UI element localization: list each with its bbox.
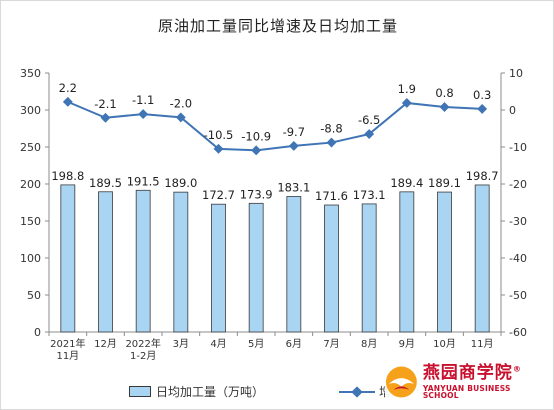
bar — [286, 196, 302, 333]
legend-item-bar: 日均加工量（万吨） — [129, 383, 264, 400]
bar — [135, 189, 151, 333]
right-tick-label: -20 — [509, 178, 527, 191]
bar — [474, 184, 490, 333]
bar-data-label: 173.9 — [240, 187, 273, 201]
bar-data-label: 171.6 — [315, 189, 348, 203]
watermark-name-cn: 燕园商学院® — [422, 362, 522, 383]
left-tick-label: 250 — [20, 141, 41, 154]
line-point — [288, 140, 299, 151]
line-point — [100, 112, 111, 123]
bar — [211, 203, 226, 333]
line-point — [439, 102, 450, 112]
line-data-label: 2.2 — [59, 81, 77, 95]
bar-data-label: 172.7 — [202, 188, 235, 202]
bar-data-label: 191.5 — [127, 174, 160, 188]
bar — [60, 184, 76, 333]
line-data-label: 0.3 — [473, 88, 491, 102]
x-category-label: 8月 — [361, 338, 377, 350]
line-data-label: -10.9 — [241, 129, 271, 143]
x-category-label: 11月 — [56, 350, 79, 362]
left-tick-label: 100 — [20, 252, 41, 265]
bar-data-label: 189.1 — [428, 176, 461, 190]
line-point — [477, 103, 488, 114]
bar-data-label: 198.8 — [51, 169, 84, 183]
bar — [173, 191, 189, 333]
left-tick-label: 200 — [20, 178, 41, 191]
line-data-label: -2.0 — [170, 96, 192, 110]
bar — [324, 204, 339, 333]
legend-bar-label: 日均加工量（万吨） — [156, 385, 265, 399]
right-tick-label: -40 — [509, 252, 527, 265]
right-tick-label: 0 — [509, 104, 516, 117]
line-data-label: -2.1 — [94, 97, 116, 111]
x-category-label: 12月 — [94, 338, 117, 350]
x-category-label: 2021年 — [50, 337, 85, 350]
line-point — [213, 143, 224, 154]
line-data-label: -8.8 — [320, 122, 342, 136]
line-point — [175, 112, 186, 123]
line-data-label: 1.9 — [398, 82, 416, 96]
right-tick-label: -50 — [509, 289, 527, 302]
bar-data-label: 183.1 — [277, 181, 310, 195]
x-category-label: 7月 — [323, 338, 339, 350]
bar — [437, 191, 452, 333]
bar — [361, 203, 377, 333]
line-data-label: -10.5 — [204, 128, 234, 142]
line-point — [251, 145, 262, 156]
x-category-label: 9月 — [399, 338, 415, 350]
x-category-label: 3月 — [173, 338, 189, 350]
growth-rate-line — [67, 100, 483, 152]
bar-data-label: 189.0 — [164, 176, 197, 190]
line-data-label: 0.8 — [435, 86, 453, 100]
right-tick-label: -30 — [509, 215, 527, 228]
chart-title: 原油加工量同比增速及日均加工量 — [157, 17, 398, 35]
bar — [98, 191, 113, 333]
legend-bar-swatch — [129, 386, 151, 397]
left-tick-label: 150 — [20, 215, 41, 228]
left-tick-label: 300 — [20, 104, 41, 117]
line-data-label: -6.5 — [358, 113, 380, 127]
right-tick-label: -10 — [509, 141, 527, 154]
legend-line-marker — [339, 386, 375, 398]
bar-data-label: 173.1 — [353, 188, 386, 202]
x-category-label: 11月 — [471, 338, 494, 350]
x-category-label: 6月 — [286, 338, 302, 350]
school-emblem-icon — [385, 366, 417, 398]
bar — [248, 202, 264, 333]
bar — [399, 191, 415, 333]
left-tick-label: 50 — [27, 289, 41, 302]
line-data-label: -9.7 — [283, 125, 305, 139]
line-data-label: -1.1 — [132, 93, 154, 107]
x-category-label: 1-2月 — [130, 350, 156, 362]
x-category-label: 5月 — [248, 338, 264, 350]
combo-chart: 050100150200250300350-60-50-40-30-20-100… — [20, 67, 527, 362]
line-point — [138, 109, 149, 120]
line-point — [326, 137, 337, 148]
right-tick-label: 10 — [509, 67, 523, 80]
left-tick-label: 350 — [20, 67, 41, 80]
bar-data-label: 189.4 — [390, 176, 423, 190]
x-category-label: 10月 — [433, 338, 456, 350]
x-category-label: 2022年 — [125, 337, 160, 350]
right-tick-label: -60 — [509, 326, 527, 339]
x-category-label: 4月 — [210, 338, 226, 350]
line-point — [62, 96, 73, 107]
line-point — [364, 129, 375, 139]
watermark-name-en: YANYUAN BUSINESS SCHOOL — [422, 383, 511, 400]
watermark-logo: 燕园商学院® YANYUAN BUSINESS SCHOOL — [385, 359, 545, 405]
bar-data-label: 189.5 — [89, 176, 122, 190]
bar-data-label: 198.7 — [466, 169, 499, 183]
left-tick-label: 0 — [34, 326, 41, 339]
